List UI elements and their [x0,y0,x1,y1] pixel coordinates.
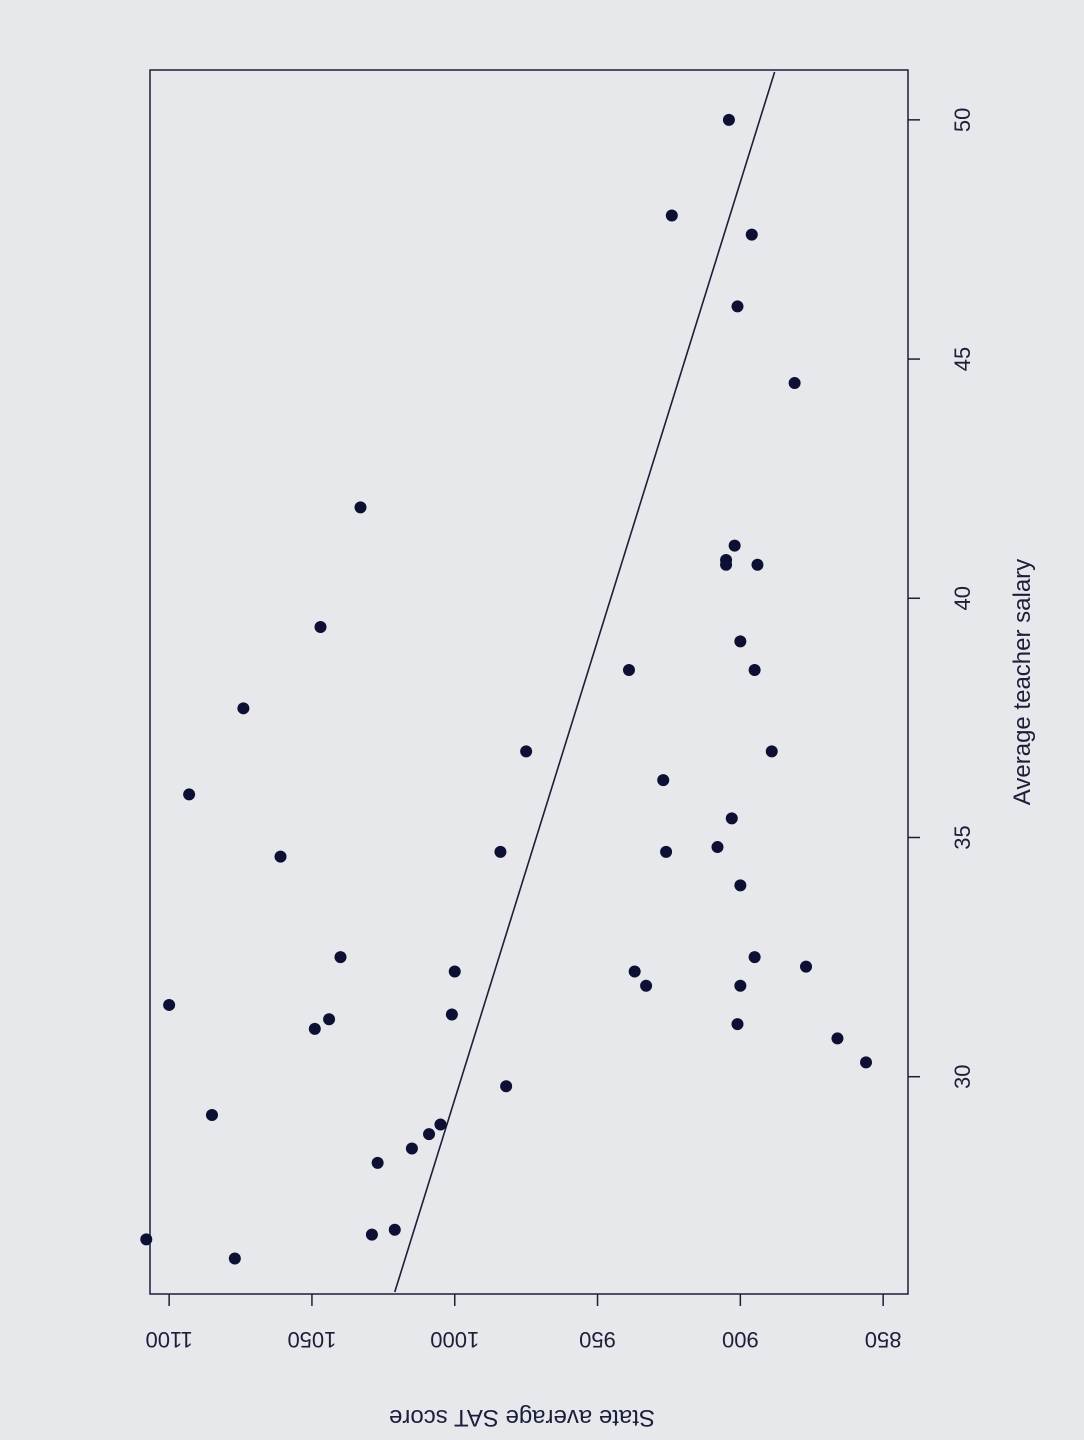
data-point [183,788,196,801]
data-point [163,998,176,1011]
data-point [334,951,347,964]
y-tick-label: 950 [579,1327,616,1352]
data-point [748,951,761,964]
y-tick-label: 1050 [287,1327,336,1352]
data-point [734,879,747,892]
data-point [323,1013,336,1026]
data-point [800,960,813,973]
data-point [711,841,724,854]
y-tick-label: 1100 [145,1327,192,1352]
data-point [445,1008,458,1021]
x-axis-title: Average teacher salary [1009,559,1036,805]
data-point [228,1252,241,1265]
data-point [371,1156,384,1169]
data-point [665,209,678,222]
data-point [237,702,250,715]
data-point [308,1022,321,1035]
data-point [660,845,673,858]
data-point [500,1080,513,1093]
data-point [860,1056,873,1069]
data-point [728,539,741,552]
x-tick-label: 45 [950,347,975,371]
regression-line [394,71,776,1293]
y-tick-label: 850 [865,1327,902,1352]
data-point [628,965,641,978]
data-point [494,845,507,858]
x-tick-label: 35 [950,825,975,849]
data-point [520,745,533,758]
regression-line-group [394,71,776,1293]
data-point [788,376,801,389]
data-point [734,979,747,992]
x-tick-label: 30 [950,1064,975,1088]
data-point [751,558,764,571]
data-points [140,113,873,1265]
data-point [831,1032,844,1045]
plot-frame [149,69,909,1295]
data-point [205,1108,218,1121]
data-point [405,1142,418,1155]
x-tick-label: 50 [950,108,975,132]
data-point [731,1018,744,1031]
data-point [434,1118,447,1131]
data-point [640,979,653,992]
data-point [622,664,635,677]
data-point [720,554,733,566]
axis-ticks: 30 35 40 45 50 850 900 950 1000 1050 1100 [145,108,975,1352]
data-point [448,965,461,978]
data-point [731,300,744,313]
data-point [725,812,738,825]
y-axis-title: State average SAT score [389,1404,655,1431]
data-point [657,774,670,787]
data-point [748,664,761,677]
data-point [765,745,778,758]
data-point [734,635,747,648]
data-point [274,850,287,863]
x-tick-label: 40 [950,586,975,610]
data-point [388,1223,401,1236]
data-point [423,1128,436,1141]
data-point [314,620,327,633]
y-tick-label: 1000 [430,1327,479,1352]
y-tick-label: 900 [722,1327,759,1352]
data-point [745,228,758,241]
data-point [722,113,735,126]
data-point [365,1228,378,1241]
data-point [140,1233,153,1246]
data-point [354,501,367,514]
